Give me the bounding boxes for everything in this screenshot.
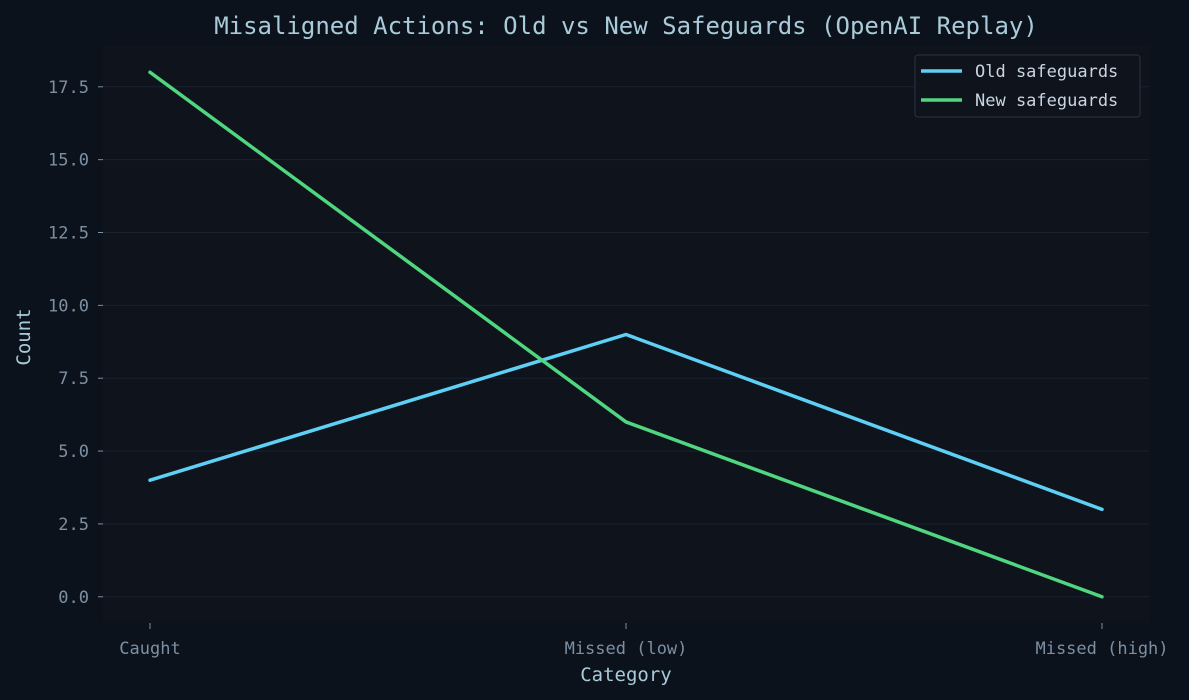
y-tick-label: 15.0 bbox=[48, 151, 89, 171]
chart-title: Misaligned Actions: Old vs New Safeguard… bbox=[214, 12, 1038, 40]
y-axis-label: Count bbox=[13, 308, 35, 365]
x-tick-label: Missed (high) bbox=[1035, 639, 1168, 659]
y-tick-label: 5.0 bbox=[58, 442, 89, 462]
series-lines bbox=[148, 70, 1104, 599]
y-tick-label: 10.0 bbox=[48, 296, 89, 316]
x-axis-ticks: Caught Missed (low) Missed (high) bbox=[119, 623, 1169, 659]
legend-box bbox=[914, 54, 1141, 118]
y-tick-label: 17.5 bbox=[48, 78, 89, 98]
y-tick-label: 0.0 bbox=[58, 588, 89, 608]
y-axis-ticks: 0.0 2.5 5.0 7.5 10.0 12.5 15.0 17.5 bbox=[48, 78, 103, 608]
series-line-old-safeguards bbox=[148, 332, 1104, 512]
y-tick-label: 7.5 bbox=[58, 369, 89, 389]
y-tick-label: 12.5 bbox=[48, 224, 89, 244]
x-axis-label: Category bbox=[580, 664, 672, 686]
legend-label-old-safeguards: Old safeguards bbox=[975, 62, 1118, 82]
legend-label-new-safeguards: New safeguards bbox=[975, 91, 1118, 111]
y-tick-label: 2.5 bbox=[58, 515, 89, 535]
x-tick-label: Missed (low) bbox=[565, 639, 688, 659]
x-tick-label: Caught bbox=[119, 639, 180, 659]
legend: Old safeguards New safeguards bbox=[914, 54, 1141, 118]
series-line-new-safeguards bbox=[148, 70, 1104, 599]
